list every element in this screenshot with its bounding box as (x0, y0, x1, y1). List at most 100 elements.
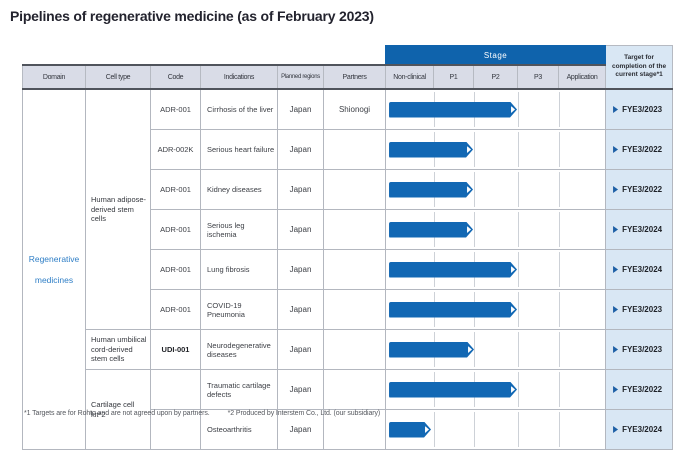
table-row: ADR-001 Lung fibrosis Japan FYE3/2024 (23, 249, 674, 290)
partner-cell (322, 329, 387, 370)
arrow-notch-icon (511, 386, 515, 393)
partner-cell (322, 129, 387, 170)
indication-cell: Neurodegenerative diseases (200, 329, 278, 370)
stage-column-non-clinical: Non-clinical (385, 64, 435, 90)
triangle-bullet-icon (613, 106, 619, 113)
target-cell: FYE3/2022 (605, 129, 674, 170)
stage-progress-bar (389, 222, 473, 238)
stage-track (385, 169, 607, 210)
triangle-bullet-icon (613, 426, 619, 433)
arrow-notch-icon (467, 186, 471, 193)
stage-track (385, 129, 607, 170)
column-header-indications: Indications (200, 64, 278, 90)
footnote-1: *1 Targets are for Rohto and are not agr… (24, 410, 210, 417)
arrow-notch-icon (467, 146, 471, 153)
stage-track (385, 249, 607, 290)
target-column-header: Target for completion of the current sta… (605, 45, 674, 90)
target-cell: FYE3/2023 (605, 289, 674, 330)
cell-type-umbilical: Human umbilical cord-derived stem cells (85, 329, 151, 370)
table-row: Human umbilical cord-derived stem cells … (23, 329, 674, 370)
column-header-code: Code (150, 64, 201, 90)
target-value: FYE3/2024 (622, 425, 663, 434)
code-cell: ADR-001 (150, 289, 201, 330)
page-title: Pipelines of regenerative medicine (as o… (10, 8, 374, 24)
indication-cell: Traumatic cartilage defects (200, 369, 278, 410)
target-value: FYE3/2024 (622, 225, 663, 234)
stage-track (385, 209, 607, 250)
cell-type-adipose: Human adipose-derived stem cells (85, 88, 151, 330)
table-row: ADR-001 COVID-19 Pneumonia Japan FYE3/20… (23, 289, 674, 330)
header-spacer (22, 45, 386, 65)
partner-cell (322, 289, 387, 330)
code-cell (150, 369, 201, 410)
triangle-bullet-icon (613, 346, 619, 353)
stage-progress-bar (389, 182, 473, 198)
triangle-bullet-icon (613, 186, 619, 193)
arrow-notch-icon (511, 106, 515, 113)
target-value: FYE3/2023 (622, 305, 663, 314)
target-value: FYE3/2022 (622, 385, 663, 394)
region-cell: Japan (277, 88, 324, 130)
partner-cell (322, 249, 387, 290)
target-cell: FYE3/2022 (605, 369, 674, 410)
stage-progress-bar (389, 422, 431, 438)
table-row: ADR-001 Serious leg ischemia Japan FYE3/… (23, 209, 674, 250)
target-cell: FYE3/2024 (605, 409, 674, 450)
target-value: FYE3/2024 (622, 265, 663, 274)
stage-track (385, 329, 607, 370)
triangle-bullet-icon (613, 306, 619, 313)
stage-progress-bar (389, 342, 474, 358)
code-cell: UDI-001 (150, 329, 201, 370)
stage-progress-bar (389, 302, 517, 318)
column-header-domain: Domain (22, 64, 86, 90)
triangle-bullet-icon (613, 226, 619, 233)
region-cell: Japan (277, 369, 324, 410)
table-row: Regenerative medicines Human adipose-der… (22, 88, 674, 450)
column-header-partners: Partners (322, 64, 387, 90)
triangle-bullet-icon (613, 386, 619, 393)
stage-track (385, 289, 607, 330)
table-row: Cartilage cell kit*2 Traumatic cartilage… (23, 369, 674, 450)
code-cell: ADR-001 (150, 169, 201, 210)
target-cell: FYE3/2024 (605, 209, 674, 250)
stage-progress-bar (389, 142, 473, 158)
code-cell: ADR-001 (150, 249, 201, 290)
stage-track (385, 409, 607, 450)
stage-progress-bar (389, 382, 517, 398)
region-cell: Japan (277, 249, 324, 290)
stage-progress-bar (389, 102, 517, 118)
pipeline-table: Stage Target for completion of the curre… (22, 45, 674, 450)
partner-cell (322, 209, 387, 250)
partner-cell: Shionogi (322, 88, 387, 130)
target-cell: FYE3/2023 (605, 329, 674, 370)
stage-column-p2: P2 (473, 64, 519, 90)
indication-cell: Kidney diseases (200, 169, 278, 210)
arrow-notch-icon (425, 426, 429, 433)
region-cell: Japan (277, 129, 324, 170)
stage-track (385, 369, 607, 410)
region-cell: Japan (277, 289, 324, 330)
indication-cell: Cirrhosis of the liver (200, 88, 278, 130)
indication-cell: Serious leg ischemia (200, 209, 278, 250)
triangle-bullet-icon (613, 146, 619, 153)
domain-cell: Regenerative medicines (22, 88, 86, 450)
stage-group-header: Stage (385, 45, 607, 66)
stage-column-p1: P1 (433, 64, 475, 90)
stage-column-p3: P3 (517, 64, 560, 90)
target-value: FYE3/2023 (622, 105, 663, 114)
code-cell: ADR-002K (150, 129, 201, 170)
stage-track (385, 88, 607, 130)
column-header-planned-regions: Planned regions (277, 64, 324, 90)
target-value: FYE3/2023 (622, 345, 663, 354)
arrow-notch-icon (468, 346, 472, 353)
target-cell: FYE3/2023 (605, 88, 674, 130)
region-cell: Japan (277, 329, 324, 370)
stage-progress-bar (389, 262, 517, 278)
arrow-notch-icon (467, 226, 471, 233)
triangle-bullet-icon (613, 266, 619, 273)
region-cell: Japan (277, 209, 324, 250)
indication-cell: COVID-19 Pneumonia (200, 289, 278, 330)
target-value: FYE3/2022 (622, 145, 663, 154)
partner-cell (322, 169, 387, 210)
footnote: *1 Targets are for Rohto and are not agr… (24, 410, 380, 417)
